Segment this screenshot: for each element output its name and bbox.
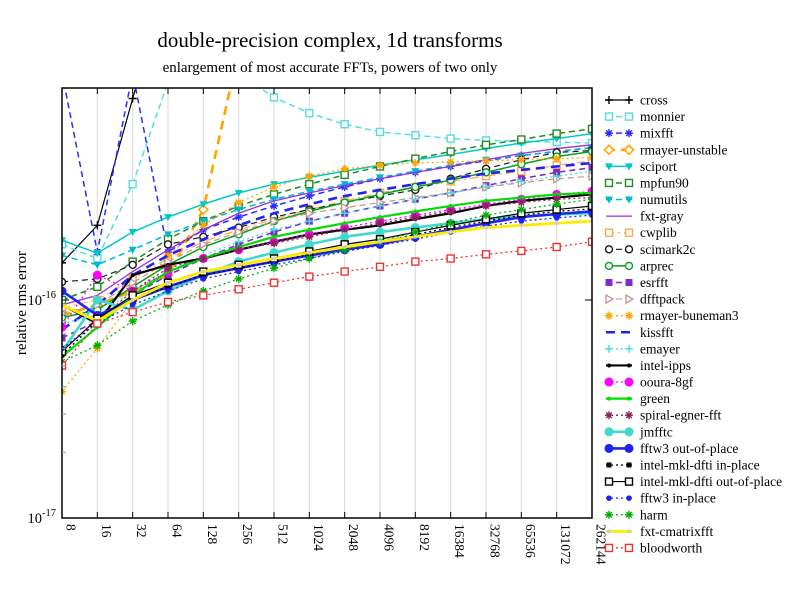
- svg-text:10-17: 10-17: [28, 508, 57, 527]
- legend-item-ooura-8gf: ooura-8gf: [604, 375, 694, 390]
- svg-text:2048: 2048: [346, 524, 361, 551]
- legend-item-rmayer-buneman3: rmayer-buneman3: [605, 308, 739, 323]
- legend-item-mpfun90: mpfun90: [604, 175, 689, 190]
- series-fxt-cmatrixfft: [62, 219, 592, 324]
- legend-label: ooura-8gf: [640, 375, 694, 390]
- legend-label: intel-ipps: [640, 358, 691, 373]
- svg-text:16: 16: [99, 524, 114, 538]
- legend-label: numutils: [640, 192, 687, 207]
- legend-item-kissfft: kissfft: [606, 325, 674, 340]
- legend-item-dfftpack: dfftpack: [605, 292, 685, 307]
- plot-frame: [61, 87, 593, 519]
- svg-text:8: 8: [64, 524, 79, 531]
- legend-label: sciport: [640, 159, 677, 174]
- legend-item-fxt-gray: fxt-gray: [606, 209, 684, 224]
- legend-label: kissfft: [640, 325, 674, 340]
- svg-text:64: 64: [170, 524, 185, 538]
- legend-label: intel-mkl-dfti out-of-place: [640, 474, 782, 489]
- legend-item-spiral-egner-fft: spiral-egner-fft: [605, 408, 721, 423]
- svg-text:10-16: 10-16: [28, 290, 57, 309]
- series-cross: [62, 88, 137, 267]
- legend-item-cwplib: cwplib: [604, 225, 677, 240]
- legend-label: spiral-egner-fft: [640, 408, 721, 423]
- svg-text:8192: 8192: [417, 524, 432, 551]
- chart-title: double-precision complex, 1d transforms: [157, 28, 503, 52]
- legend-label: bloodworth: [640, 540, 702, 555]
- svg-text:32: 32: [134, 524, 149, 538]
- svg-text:32768: 32768: [488, 524, 503, 558]
- svg-text:16384: 16384: [452, 524, 467, 558]
- series-ooura-8gf: [62, 186, 592, 332]
- legend-label: intel-mkl-dfti in-place: [640, 457, 760, 472]
- legend-item-esrfft: esrfft: [605, 275, 668, 290]
- series-bloodworth: [62, 237, 592, 370]
- legend-label: jmfftc: [639, 424, 673, 439]
- series-kissfft: [62, 161, 592, 331]
- legend-label: esrfft: [640, 275, 668, 290]
- legend-label: green: [640, 391, 670, 406]
- legend-label: arprec: [640, 258, 674, 273]
- legend-label: fxt-gray: [640, 209, 684, 224]
- legend-item-mixfft: mixfft: [605, 126, 674, 141]
- svg-text:131072: 131072: [558, 524, 573, 565]
- legend-label: monnier: [640, 109, 685, 124]
- legend-item-rmayer-unstable: rmayer-unstable: [603, 142, 727, 157]
- legend-item-intel-mkl-dfti-out-of-place: intel-mkl-dfti out-of-place: [604, 474, 782, 489]
- series-layer: [62, 88, 592, 396]
- legend-item-emayer: emayer: [605, 341, 680, 356]
- x-tick-labels: 8 16 32 64 128 256 512 1024 2048 4096 8192 16384 327…: [64, 524, 609, 565]
- legend-item-arprec: arprec: [604, 258, 674, 273]
- svg-text:256: 256: [240, 524, 255, 545]
- chart-subtitle: enlargement of most accurate FFTs, power…: [162, 60, 498, 76]
- series-fxt-gray: [62, 144, 592, 306]
- legend-label: dfftpack: [640, 292, 685, 307]
- legend-label: emayer: [640, 341, 680, 356]
- series-harm: [62, 195, 592, 366]
- legend-item-scimark2c: scimark2c: [604, 242, 695, 257]
- legend-item-intel-ipps: intel-ipps: [606, 358, 691, 373]
- series-fftw3-out-of-place: [62, 206, 592, 320]
- y-tick-labels: 10-16 10-17: [28, 290, 57, 527]
- svg-text:4096: 4096: [382, 524, 397, 551]
- legend-label: cwplib: [640, 225, 677, 240]
- legend-label: fxt-cmatrixfft: [640, 524, 713, 539]
- legend-item-fftw3-out-of-place: fftw3 out-of-place: [604, 441, 738, 456]
- legend-label: cross: [640, 93, 668, 108]
- legend-item-green: green: [606, 391, 670, 406]
- legend-item-jmfftc: jmfftc: [604, 424, 673, 439]
- series-sciport: [62, 130, 592, 258]
- legend-label: rmayer-buneman3: [640, 308, 739, 323]
- legend-item-harm: harm: [605, 507, 668, 522]
- legend-item-bloodworth: bloodworth: [604, 540, 702, 555]
- legend-label: fftw3 out-of-place: [640, 441, 738, 456]
- legend-item-monnier: monnier: [604, 109, 685, 124]
- svg-text:65536: 65536: [523, 524, 538, 558]
- legend-item-sciport: sciport: [605, 159, 677, 174]
- legend-item-numutils: numutils: [605, 192, 687, 207]
- legend-label: harm: [640, 507, 668, 522]
- legend-label: mixfft: [640, 126, 674, 141]
- svg-text:128: 128: [205, 524, 220, 545]
- legend-item-fxt-cmatrixfft: fxt-cmatrixfft: [606, 524, 713, 539]
- legend-item-fftw3-in-place: fftw3 in-place: [606, 491, 716, 506]
- legend-label: scimark2c: [640, 242, 695, 257]
- legend-label: rmayer-unstable: [640, 142, 727, 157]
- legend-label: fftw3 in-place: [640, 491, 716, 506]
- svg-text:1024: 1024: [311, 524, 326, 551]
- legend-item-intel-mkl-dfti-in-place: intel-mkl-dfti in-place: [606, 457, 760, 472]
- svg-text:512: 512: [276, 524, 291, 544]
- svg-text:262144: 262144: [594, 524, 609, 565]
- legend-item-cross: cross: [605, 93, 668, 108]
- series-mixfft: [64, 88, 592, 257]
- legend-label: mpfun90: [640, 175, 689, 190]
